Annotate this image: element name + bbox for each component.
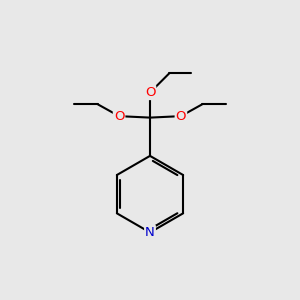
Text: O: O: [114, 110, 124, 123]
Text: N: N: [145, 226, 155, 239]
Text: O: O: [145, 86, 155, 99]
Text: O: O: [176, 110, 186, 123]
